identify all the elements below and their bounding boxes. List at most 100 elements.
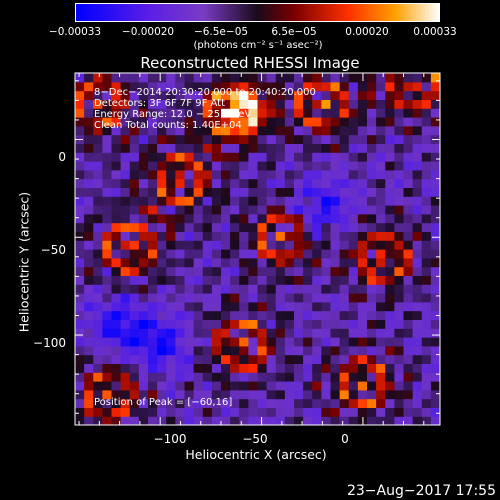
heatmap-cell [294, 266, 304, 276]
heatmap-cell [421, 354, 432, 364]
heatmap-cell [84, 328, 94, 338]
heatmap-cell [312, 328, 322, 338]
heatmap-cell [266, 178, 277, 188]
heatmap-cell [211, 372, 222, 382]
heatmap-cell [385, 381, 395, 391]
heatmap-cell [257, 99, 268, 109]
heatmap-cell [348, 240, 359, 250]
heatmap-cell [376, 73, 386, 83]
heatmap-cell [312, 169, 322, 180]
heatmap-cell [376, 319, 386, 329]
heatmap-cell [166, 416, 176, 425]
heatmap-cell [376, 117, 386, 127]
heatmap-cell [403, 363, 414, 373]
heatmap-cell [239, 108, 249, 118]
heatmap-cell [257, 73, 268, 83]
heatmap-cell [312, 293, 322, 303]
heatmap-cell [257, 416, 268, 425]
heatmap-cell [394, 231, 405, 241]
heatmap-cell [239, 143, 249, 153]
heatmap-cell [294, 187, 304, 197]
heatmap-cell [330, 381, 341, 391]
heatmap-cell [330, 196, 341, 206]
heatmap-cell [93, 161, 103, 171]
heatmap-cell [348, 196, 359, 206]
heatmap-cell [385, 143, 395, 153]
heatmap-cell [257, 257, 268, 268]
heatmap-cell [294, 407, 304, 417]
heatmap-cell [230, 310, 240, 320]
heatmap-cell [93, 310, 103, 320]
heatmap-cell [148, 187, 158, 197]
heatmap-cell [221, 187, 231, 197]
heatmap-cell [321, 284, 332, 294]
heatmap-cell [275, 90, 286, 100]
heatmap-cell [84, 152, 94, 162]
heatmap-cell [184, 328, 195, 338]
heatmap-cell [148, 205, 158, 215]
heatmap-cell [330, 81, 341, 92]
heatmap-cell [138, 134, 149, 144]
heatmap-cell [111, 301, 122, 312]
heatmap-cell [193, 381, 204, 391]
heatmap-cell [257, 143, 268, 153]
heatmap-cell [211, 416, 222, 425]
heatmap-cell [221, 169, 231, 180]
heatmap-cell [321, 134, 332, 144]
heatmap-cell [430, 407, 440, 417]
heatmap-cell [221, 117, 231, 127]
heatmap-cell [193, 266, 204, 276]
heatmap-cell [357, 108, 368, 118]
heatmap-cell [75, 293, 85, 303]
heatmap-cell [321, 416, 332, 425]
heatmap-cell [239, 301, 249, 312]
heatmap-cell [376, 284, 386, 294]
heatmap-cell [211, 187, 222, 197]
heatmap-cell [330, 416, 341, 425]
heatmap-cell [284, 372, 295, 382]
heatmap-cell [175, 213, 186, 224]
heatmap-cell [102, 169, 113, 180]
heatmap-cell [138, 319, 149, 329]
heatmap-cell [348, 372, 359, 382]
heatmap-cell [257, 187, 268, 197]
heatmap-cell [312, 319, 322, 329]
heatmap-cell [421, 416, 432, 425]
heatmap-cell [348, 152, 359, 162]
heatmap-cell [148, 337, 158, 347]
heatmap-cell [430, 372, 440, 382]
heatmap-cell [321, 187, 332, 197]
heatmap-cell [239, 125, 249, 136]
heatmap-cell [257, 152, 268, 162]
heatmap-cell [294, 337, 304, 347]
heatmap-cell [202, 222, 213, 232]
heatmap-cell [211, 231, 222, 241]
heatmap-cell [84, 213, 94, 224]
heatmap-cell [357, 301, 368, 312]
heatmap-cell [376, 301, 386, 312]
heatmap-cell [303, 354, 313, 364]
heatmap-cell [93, 213, 103, 224]
heatmap-cell [321, 354, 332, 364]
heatmap-cell [403, 231, 414, 241]
heatmap-cell [421, 249, 432, 259]
heatmap-cell [376, 310, 386, 320]
heatmap-cell [385, 99, 395, 109]
heatmap-cell [202, 187, 213, 197]
heatmap-cell [102, 99, 113, 109]
colorbar-tick: 0.00020 [345, 26, 389, 38]
heatmap-cell [403, 398, 414, 408]
heatmap-cell [275, 257, 286, 268]
heatmap-cell [412, 125, 423, 136]
heatmap-cell [75, 407, 85, 417]
heatmap-cell [129, 275, 140, 285]
heatmap-cell [275, 345, 286, 356]
y-tick-label: −100 [33, 336, 66, 350]
heatmap-cell [166, 407, 176, 417]
heatmap-cell [321, 319, 332, 329]
heatmap-cell [148, 381, 158, 391]
heatmap-cell [394, 152, 405, 162]
heatmap-cell [284, 152, 295, 162]
heatmap-cell [266, 363, 277, 373]
heatmap-cell [330, 266, 341, 276]
